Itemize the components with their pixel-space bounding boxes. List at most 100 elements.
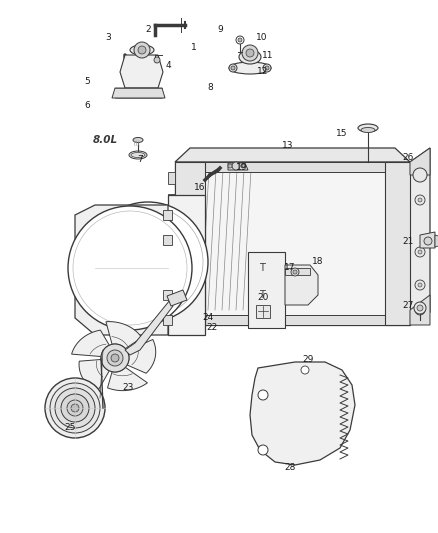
Text: 28: 28 <box>284 464 296 472</box>
Polygon shape <box>112 88 165 98</box>
Polygon shape <box>163 290 172 300</box>
Polygon shape <box>168 264 175 276</box>
Text: 26: 26 <box>403 154 413 163</box>
Circle shape <box>231 66 235 70</box>
Circle shape <box>291 268 299 276</box>
Text: 15: 15 <box>336 128 348 138</box>
Circle shape <box>228 164 232 168</box>
Polygon shape <box>385 162 410 325</box>
Circle shape <box>424 237 432 245</box>
Text: 21: 21 <box>403 238 413 246</box>
Text: 13: 13 <box>282 141 294 149</box>
Circle shape <box>88 202 208 322</box>
Polygon shape <box>127 340 156 373</box>
Circle shape <box>232 162 240 170</box>
Circle shape <box>229 64 237 72</box>
Text: 17: 17 <box>284 263 296 272</box>
Polygon shape <box>168 294 175 306</box>
Circle shape <box>238 38 242 42</box>
Text: 10: 10 <box>256 34 268 43</box>
Circle shape <box>154 57 160 63</box>
Text: 5: 5 <box>84 77 90 86</box>
Polygon shape <box>285 268 310 275</box>
Circle shape <box>45 378 105 438</box>
Circle shape <box>415 170 425 180</box>
Polygon shape <box>75 205 168 335</box>
Polygon shape <box>168 172 175 184</box>
Text: 19: 19 <box>236 164 248 173</box>
Circle shape <box>50 383 100 433</box>
Polygon shape <box>256 305 270 318</box>
Ellipse shape <box>358 124 378 132</box>
Text: 7: 7 <box>137 156 143 165</box>
Circle shape <box>414 302 426 314</box>
Text: 20: 20 <box>257 294 268 303</box>
Circle shape <box>258 390 268 400</box>
Ellipse shape <box>131 152 145 157</box>
Polygon shape <box>410 148 430 175</box>
Circle shape <box>61 394 89 422</box>
Polygon shape <box>175 315 410 325</box>
Polygon shape <box>163 235 172 245</box>
Text: 23: 23 <box>122 384 134 392</box>
Circle shape <box>293 270 297 274</box>
Text: 16: 16 <box>194 183 206 192</box>
Polygon shape <box>125 300 173 355</box>
Circle shape <box>101 344 129 372</box>
Circle shape <box>55 388 95 428</box>
Polygon shape <box>167 290 187 306</box>
Circle shape <box>236 36 244 44</box>
Circle shape <box>68 206 192 330</box>
Text: 18: 18 <box>312 257 324 266</box>
Polygon shape <box>435 235 438 247</box>
Text: 8: 8 <box>207 84 213 93</box>
Polygon shape <box>163 210 172 220</box>
Ellipse shape <box>129 151 147 159</box>
Circle shape <box>67 400 83 416</box>
Circle shape <box>258 445 268 455</box>
Text: T: T <box>259 263 265 273</box>
Circle shape <box>263 64 271 72</box>
Text: 9: 9 <box>217 26 223 35</box>
Circle shape <box>418 250 422 254</box>
Polygon shape <box>175 162 410 325</box>
Ellipse shape <box>130 45 154 55</box>
Circle shape <box>301 366 309 374</box>
Circle shape <box>241 164 245 168</box>
Circle shape <box>418 308 422 312</box>
Ellipse shape <box>239 50 261 64</box>
Polygon shape <box>410 148 430 325</box>
Ellipse shape <box>416 320 424 324</box>
Circle shape <box>415 305 425 315</box>
Text: 8.0L: 8.0L <box>92 135 117 145</box>
Circle shape <box>93 207 203 317</box>
Text: 25: 25 <box>64 424 76 432</box>
Text: 11: 11 <box>262 51 274 60</box>
Polygon shape <box>175 162 410 172</box>
Polygon shape <box>410 295 430 325</box>
Text: 22: 22 <box>206 324 218 333</box>
Text: 29: 29 <box>302 356 314 365</box>
Polygon shape <box>285 265 318 305</box>
Text: 24: 24 <box>202 313 214 322</box>
Polygon shape <box>71 330 110 357</box>
Circle shape <box>415 195 425 205</box>
Circle shape <box>415 247 425 257</box>
Circle shape <box>242 45 258 61</box>
Polygon shape <box>168 195 205 335</box>
Text: 4: 4 <box>165 61 171 69</box>
Circle shape <box>73 211 187 325</box>
Circle shape <box>71 404 79 412</box>
Circle shape <box>134 42 150 58</box>
Circle shape <box>418 173 422 177</box>
Polygon shape <box>106 321 142 349</box>
Ellipse shape <box>133 138 143 142</box>
Text: 12: 12 <box>257 68 268 77</box>
Circle shape <box>246 49 254 57</box>
Text: 1: 1 <box>191 44 197 52</box>
Polygon shape <box>248 252 285 328</box>
Polygon shape <box>108 367 148 391</box>
Polygon shape <box>79 359 110 392</box>
Circle shape <box>111 354 119 362</box>
Polygon shape <box>168 194 175 206</box>
